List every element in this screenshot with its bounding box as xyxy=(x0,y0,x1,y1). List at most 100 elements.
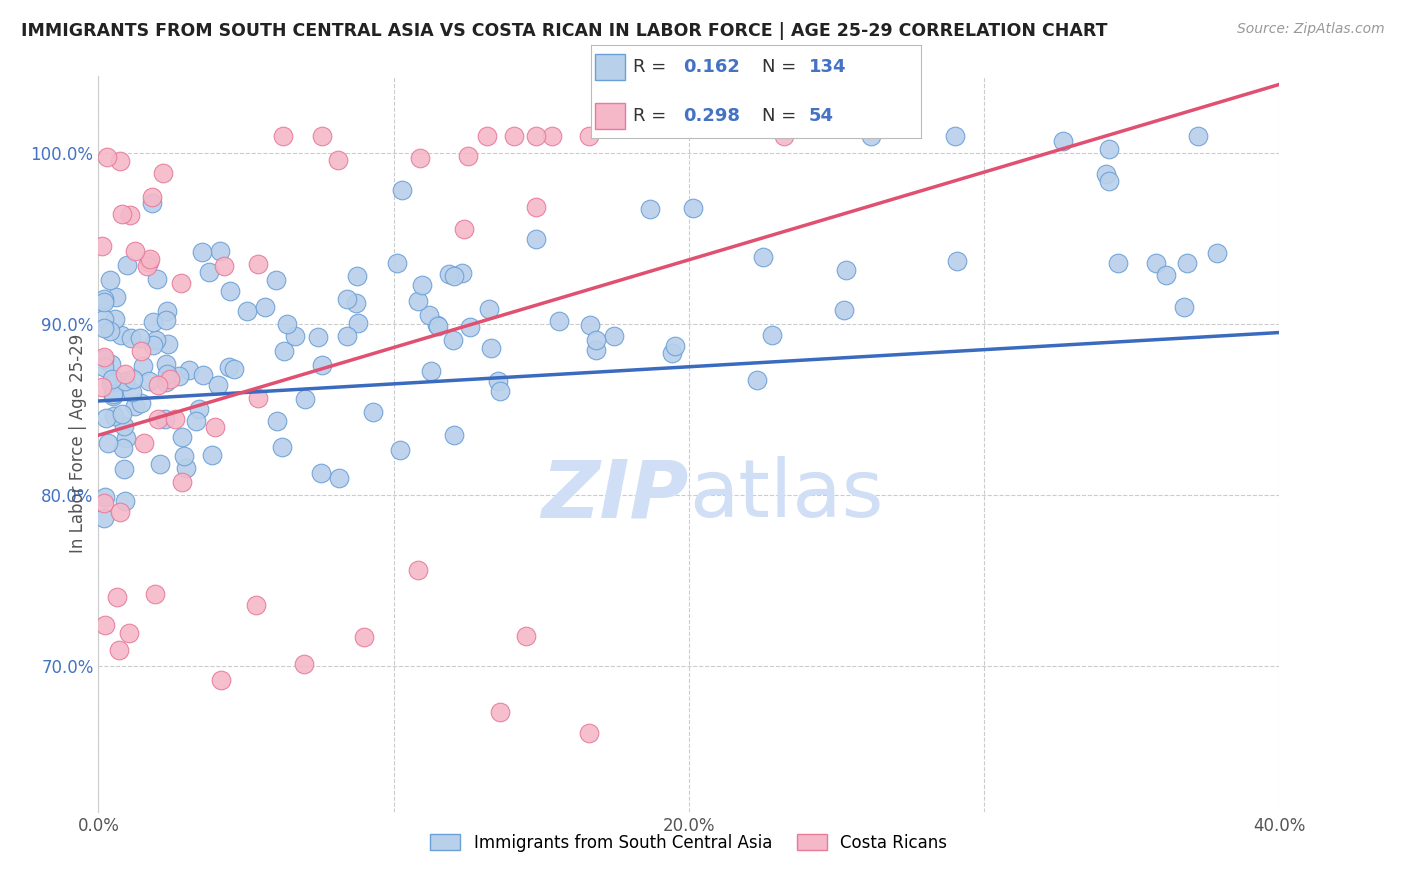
Point xyxy=(247,257,270,271)
Point xyxy=(103,409,125,423)
Point xyxy=(156,367,179,381)
Point xyxy=(264,273,287,287)
Point xyxy=(132,359,155,373)
Point xyxy=(578,726,600,740)
Point xyxy=(271,128,294,143)
Point xyxy=(664,339,686,353)
Point xyxy=(253,301,276,315)
Point xyxy=(173,449,195,463)
Point xyxy=(103,311,125,326)
Point xyxy=(114,367,136,381)
Point xyxy=(603,329,626,343)
Point xyxy=(105,590,128,604)
Point xyxy=(103,386,125,401)
Point xyxy=(489,384,512,399)
Point xyxy=(218,359,240,374)
Point xyxy=(103,389,125,403)
Point xyxy=(118,626,141,640)
Point xyxy=(191,245,214,260)
Point xyxy=(93,352,115,367)
Point xyxy=(1173,300,1195,314)
Point xyxy=(93,350,115,364)
Text: R =: R = xyxy=(634,107,672,125)
Point xyxy=(524,200,547,214)
Point xyxy=(108,643,131,657)
Point xyxy=(115,431,138,445)
Point xyxy=(460,319,482,334)
Point xyxy=(747,373,769,387)
Point xyxy=(1098,142,1121,156)
Point xyxy=(1144,256,1167,270)
Point xyxy=(96,150,118,164)
Point xyxy=(479,341,502,355)
Point xyxy=(541,128,564,143)
Point xyxy=(94,411,117,425)
Point xyxy=(478,301,501,316)
Point xyxy=(361,405,384,419)
Point xyxy=(156,303,179,318)
Point xyxy=(502,128,524,143)
Point xyxy=(122,372,145,386)
Point xyxy=(170,430,193,444)
Point xyxy=(159,372,181,386)
Point xyxy=(344,296,367,310)
Point xyxy=(129,396,152,410)
Point xyxy=(149,458,172,472)
Point xyxy=(426,318,449,332)
Point xyxy=(152,166,174,180)
Point xyxy=(100,357,122,371)
Point xyxy=(100,377,122,392)
Point xyxy=(307,330,329,344)
Point xyxy=(292,657,315,672)
Point xyxy=(146,411,169,425)
Point xyxy=(761,327,783,342)
Point xyxy=(311,128,333,143)
Point xyxy=(860,128,883,143)
Point xyxy=(346,268,368,283)
Point xyxy=(145,587,167,601)
Point xyxy=(835,263,858,277)
Point xyxy=(153,411,176,425)
Point xyxy=(450,266,472,280)
Text: N =: N = xyxy=(762,58,803,76)
Text: 0.162: 0.162 xyxy=(683,58,740,76)
Point xyxy=(114,494,136,508)
Point xyxy=(201,448,224,462)
Point xyxy=(326,153,349,167)
Point xyxy=(93,312,115,326)
Point xyxy=(101,372,124,386)
Point xyxy=(90,238,112,252)
Point xyxy=(411,278,433,293)
Point xyxy=(93,320,115,334)
Point xyxy=(488,705,510,719)
Point xyxy=(309,466,332,480)
Point xyxy=(946,253,969,268)
Point xyxy=(132,436,155,450)
Point xyxy=(170,277,193,291)
Bar xyxy=(596,103,626,129)
Bar xyxy=(596,54,626,79)
Point xyxy=(273,343,295,358)
Point xyxy=(752,250,775,264)
Point xyxy=(146,272,169,286)
Point xyxy=(146,378,169,392)
Point xyxy=(1206,246,1229,260)
Text: R =: R = xyxy=(634,58,672,76)
Point xyxy=(193,368,215,382)
Point xyxy=(661,346,683,360)
Point xyxy=(336,329,359,343)
Point xyxy=(209,244,232,259)
Point xyxy=(124,244,146,259)
Point xyxy=(578,128,600,143)
Point xyxy=(129,331,152,345)
Point xyxy=(111,407,134,421)
Point xyxy=(1094,167,1116,181)
Point xyxy=(526,232,548,246)
Point xyxy=(524,128,547,143)
Text: ZIP: ZIP xyxy=(541,457,689,534)
Point xyxy=(111,207,134,221)
Text: 0.298: 0.298 xyxy=(683,107,740,125)
Point xyxy=(1052,134,1074,148)
Point xyxy=(1177,256,1199,270)
Point xyxy=(110,328,132,343)
